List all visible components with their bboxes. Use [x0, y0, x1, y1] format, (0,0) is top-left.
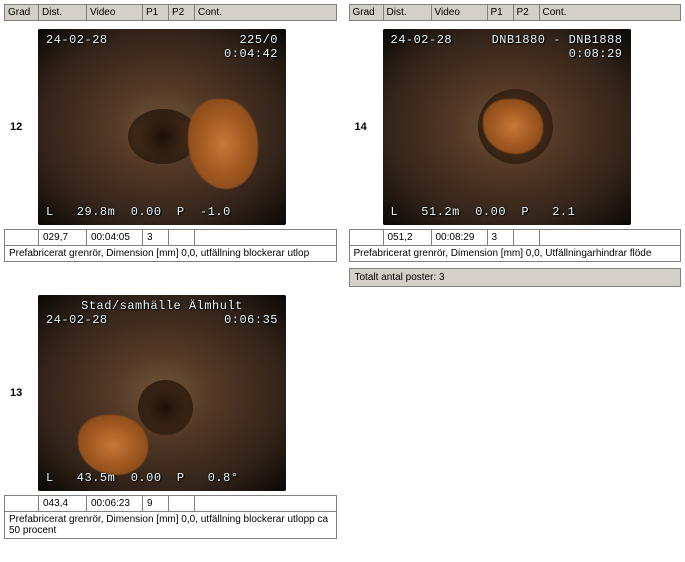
cell-dist: 051,2	[383, 230, 431, 246]
record: 14 24-02-28 DNB1880 - DNB1888 0:08:29 L …	[349, 29, 682, 287]
cell-description: Prefabricerat grenrör, Dimension [mm] 0,…	[349, 246, 681, 262]
grad-number: 14	[355, 121, 373, 133]
cell-video: 00:04:05	[87, 230, 143, 246]
record: 12 24-02-28 225/0 0:04:42 L 29.8m 0.00 P…	[4, 29, 337, 287]
cell-grad	[5, 496, 39, 512]
cell-video: 00:06:23	[87, 496, 143, 512]
cell-p2	[169, 496, 195, 512]
cell-cont	[195, 230, 337, 246]
cell-cont	[195, 496, 337, 512]
summary-bar: Totalt antal poster: 3	[349, 268, 682, 287]
col-grad: Grad	[350, 5, 384, 20]
grad-number: 12	[10, 121, 28, 133]
pipe-hole	[138, 380, 193, 435]
col-video: Video	[432, 5, 488, 20]
cell-p2	[513, 230, 539, 246]
grad-number: 13	[10, 387, 28, 399]
cell-grad	[5, 230, 39, 246]
osd-topright: 0:06:35	[224, 313, 278, 327]
col-p2: P2	[514, 5, 540, 20]
col-cont: Cont.	[540, 5, 681, 20]
cell-dist: 029,7	[39, 230, 87, 246]
col-p2: P2	[169, 5, 195, 20]
record: 13 Stad/samhälle Älmhult 24-02-28 0:06:3…	[4, 295, 337, 539]
cell-grad	[349, 230, 383, 246]
record-meta-table: 043,4 00:06:23 9 Prefabricerat grenrör, …	[4, 495, 337, 539]
osd-date: 24-02-28	[391, 33, 453, 47]
cell-description: Prefabricerat grenrör, Dimension [mm] 0,…	[5, 246, 337, 262]
cell-p1: 3	[487, 230, 513, 246]
osd-topright: DNB1880 - DNB1888 0:08:29	[492, 33, 623, 61]
col-cont: Cont.	[195, 5, 336, 20]
cell-cont	[539, 230, 681, 246]
column-header-right: Grad Dist. Video P1 P2 Cont.	[349, 4, 682, 21]
col-p1: P1	[488, 5, 514, 20]
osd-center: Stad/samhälle Älmhult	[81, 299, 243, 313]
record-meta-table: 029,7 00:04:05 3 Prefabricerat grenrör, …	[4, 229, 337, 262]
cell-dist: 043,4	[39, 496, 87, 512]
cell-p2	[169, 230, 195, 246]
col-dist: Dist.	[39, 5, 87, 20]
pipe-inspection-image: 24-02-28 DNB1880 - DNB1888 0:08:29 L 51.…	[383, 29, 631, 225]
record-meta-table: 051,2 00:08:29 3 Prefabricerat grenrör, …	[349, 229, 682, 262]
column-header-left: Grad Dist. Video P1 P2 Cont.	[4, 4, 337, 21]
cell-video: 00:08:29	[431, 230, 487, 246]
pipe-inspection-image: 24-02-28 225/0 0:04:42 L 29.8m 0.00 P -1…	[38, 29, 286, 225]
cell-description: Prefabricerat grenrör, Dimension [mm] 0,…	[5, 512, 337, 539]
records-grid: Grad Dist. Video P1 P2 Cont. Grad Dist. …	[4, 4, 681, 539]
col-video: Video	[87, 5, 143, 20]
osd-bottom: L 29.8m 0.00 P -1.0	[46, 205, 278, 219]
col-grad: Grad	[5, 5, 39, 20]
pipe-inspection-image: Stad/samhälle Älmhult 24-02-28 0:06:35 L…	[38, 295, 286, 491]
osd-date: 24-02-28	[46, 313, 108, 327]
col-dist: Dist.	[384, 5, 432, 20]
cell-p1: 3	[143, 230, 169, 246]
osd-bottom: L 43.5m 0.00 P 0.8°	[46, 471, 278, 485]
osd-bottom: L 51.2m 0.00 P 2.1	[391, 205, 623, 219]
cell-p1: 9	[143, 496, 169, 512]
osd-date: 24-02-28	[46, 33, 108, 47]
osd-topright: 225/0 0:04:42	[224, 33, 278, 61]
col-p1: P1	[143, 5, 169, 20]
